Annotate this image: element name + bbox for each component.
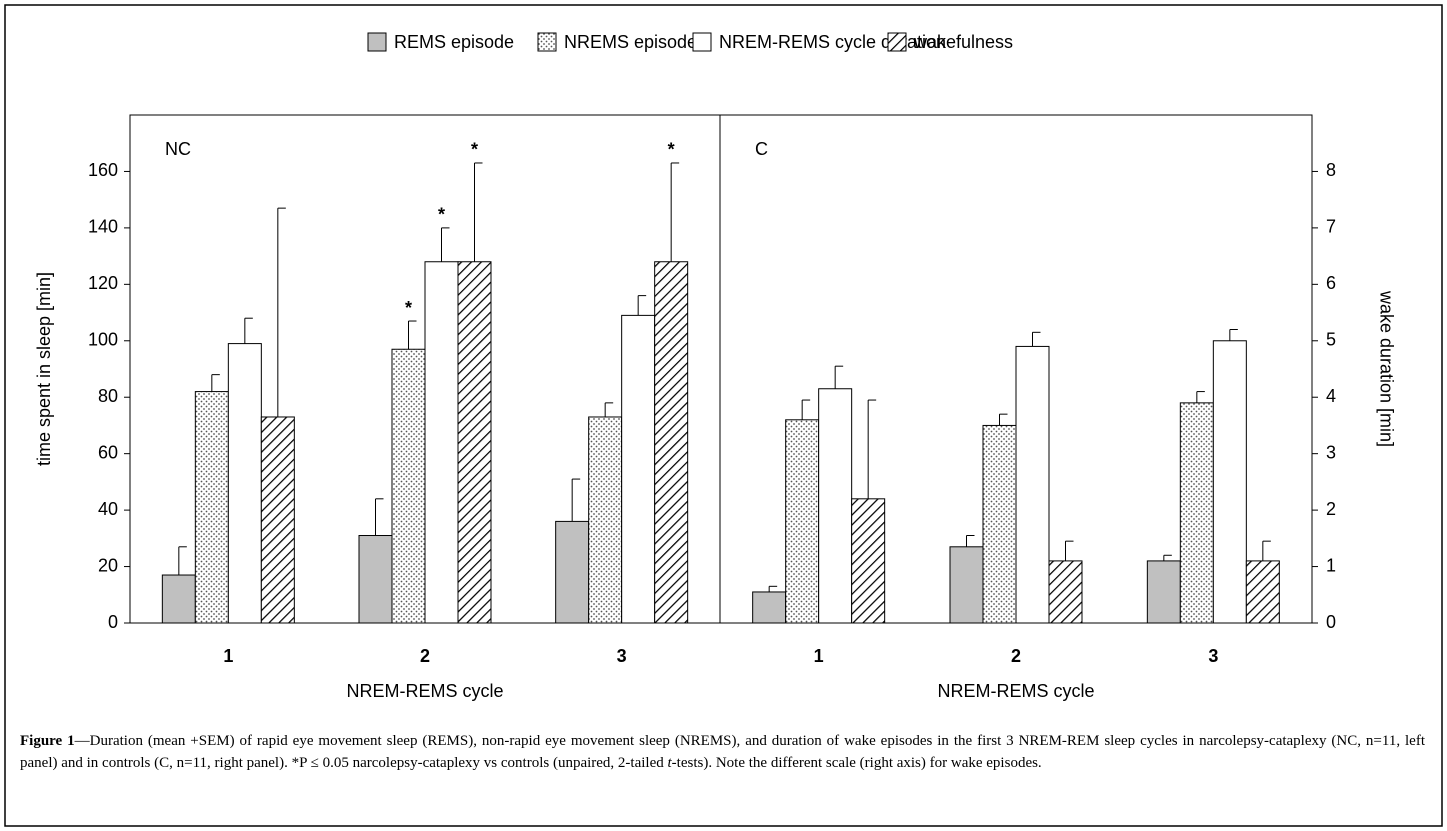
x-tick-label: 3 (617, 646, 627, 666)
significance-marker: * (405, 298, 412, 318)
bar (1179, 402, 1214, 624)
bar (1146, 560, 1181, 624)
significance-marker: * (471, 140, 478, 160)
y-tick-label: 40 (98, 499, 118, 519)
bar (752, 591, 787, 624)
y-tick-label: 100 (88, 330, 118, 350)
bar (161, 574, 196, 624)
y2-axis-label: wake duration [min] (1376, 290, 1396, 447)
x-axis-label: NREM-REMS cycle (346, 681, 503, 701)
bar (227, 343, 262, 624)
y-axis-label: time spent in sleep [min] (34, 272, 54, 466)
y2-tick-label: 6 (1326, 273, 1336, 293)
bar (621, 314, 656, 624)
y-tick-label: 60 (98, 442, 118, 462)
y2-tick-label: 4 (1326, 386, 1336, 406)
x-tick-label: 1 (814, 646, 824, 666)
x-axis-label: NREM-REMS cycle (937, 681, 1094, 701)
y2-tick-label: 7 (1326, 217, 1336, 237)
panel-label: C (755, 139, 768, 159)
y-tick-label: 20 (98, 555, 118, 575)
legend-swatch (692, 32, 712, 52)
x-tick-label: 3 (1208, 646, 1218, 666)
y2-tick-label: 3 (1326, 442, 1336, 462)
panel-label: NC (165, 139, 191, 159)
significance-marker: * (438, 205, 445, 225)
bar (1015, 345, 1050, 624)
y-tick-label: 0 (108, 612, 118, 632)
bar (424, 261, 459, 624)
bar (1245, 560, 1280, 624)
caption-italic: t (667, 755, 672, 771)
y2-tick-label: 8 (1326, 160, 1336, 180)
bar (1048, 560, 1083, 624)
caption-text: —Duration (mean +SEM) of rapid eye movem… (20, 733, 1425, 771)
bar (818, 388, 853, 624)
y-tick-label: 120 (88, 273, 118, 293)
y-tick-label: 80 (98, 386, 118, 406)
caption: Figure 1—Duration (mean +SEM) of rapid e… (20, 730, 1425, 774)
x-tick-label: 1 (223, 646, 233, 666)
frame (4, 4, 1443, 827)
legend-label: REMS episode (394, 32, 514, 52)
bar (982, 424, 1017, 624)
bar (260, 416, 295, 624)
caption-lead: Figure 1 (20, 733, 75, 749)
legend-swatch (537, 32, 557, 52)
legend-label: NREMS episode (564, 32, 697, 52)
bar (194, 391, 229, 624)
y-tick-label: 140 (88, 217, 118, 237)
y-tick-label: 160 (88, 160, 118, 180)
legend-swatch (367, 32, 387, 52)
x-tick-label: 2 (420, 646, 430, 666)
bar (588, 416, 623, 624)
bar (358, 535, 393, 624)
caption-text: -tests). Note the different scale (right… (671, 755, 1042, 771)
bar (555, 520, 590, 624)
bar (949, 546, 984, 624)
x-tick-label: 2 (1011, 646, 1021, 666)
bar (457, 261, 492, 624)
bar (785, 419, 820, 624)
significance-marker: * (668, 140, 675, 160)
y2-tick-label: 0 (1326, 612, 1336, 632)
legend-swatch (887, 32, 907, 52)
bar (391, 348, 426, 624)
bar (851, 498, 886, 624)
legend-label: NREM-REMS cycle duration (719, 32, 946, 52)
legend-label: wakefulness (913, 32, 1013, 52)
bar (654, 261, 689, 624)
bar (1212, 340, 1247, 624)
y2-tick-label: 1 (1326, 555, 1336, 575)
y2-tick-label: 2 (1326, 499, 1336, 519)
y2-tick-label: 5 (1326, 330, 1336, 350)
